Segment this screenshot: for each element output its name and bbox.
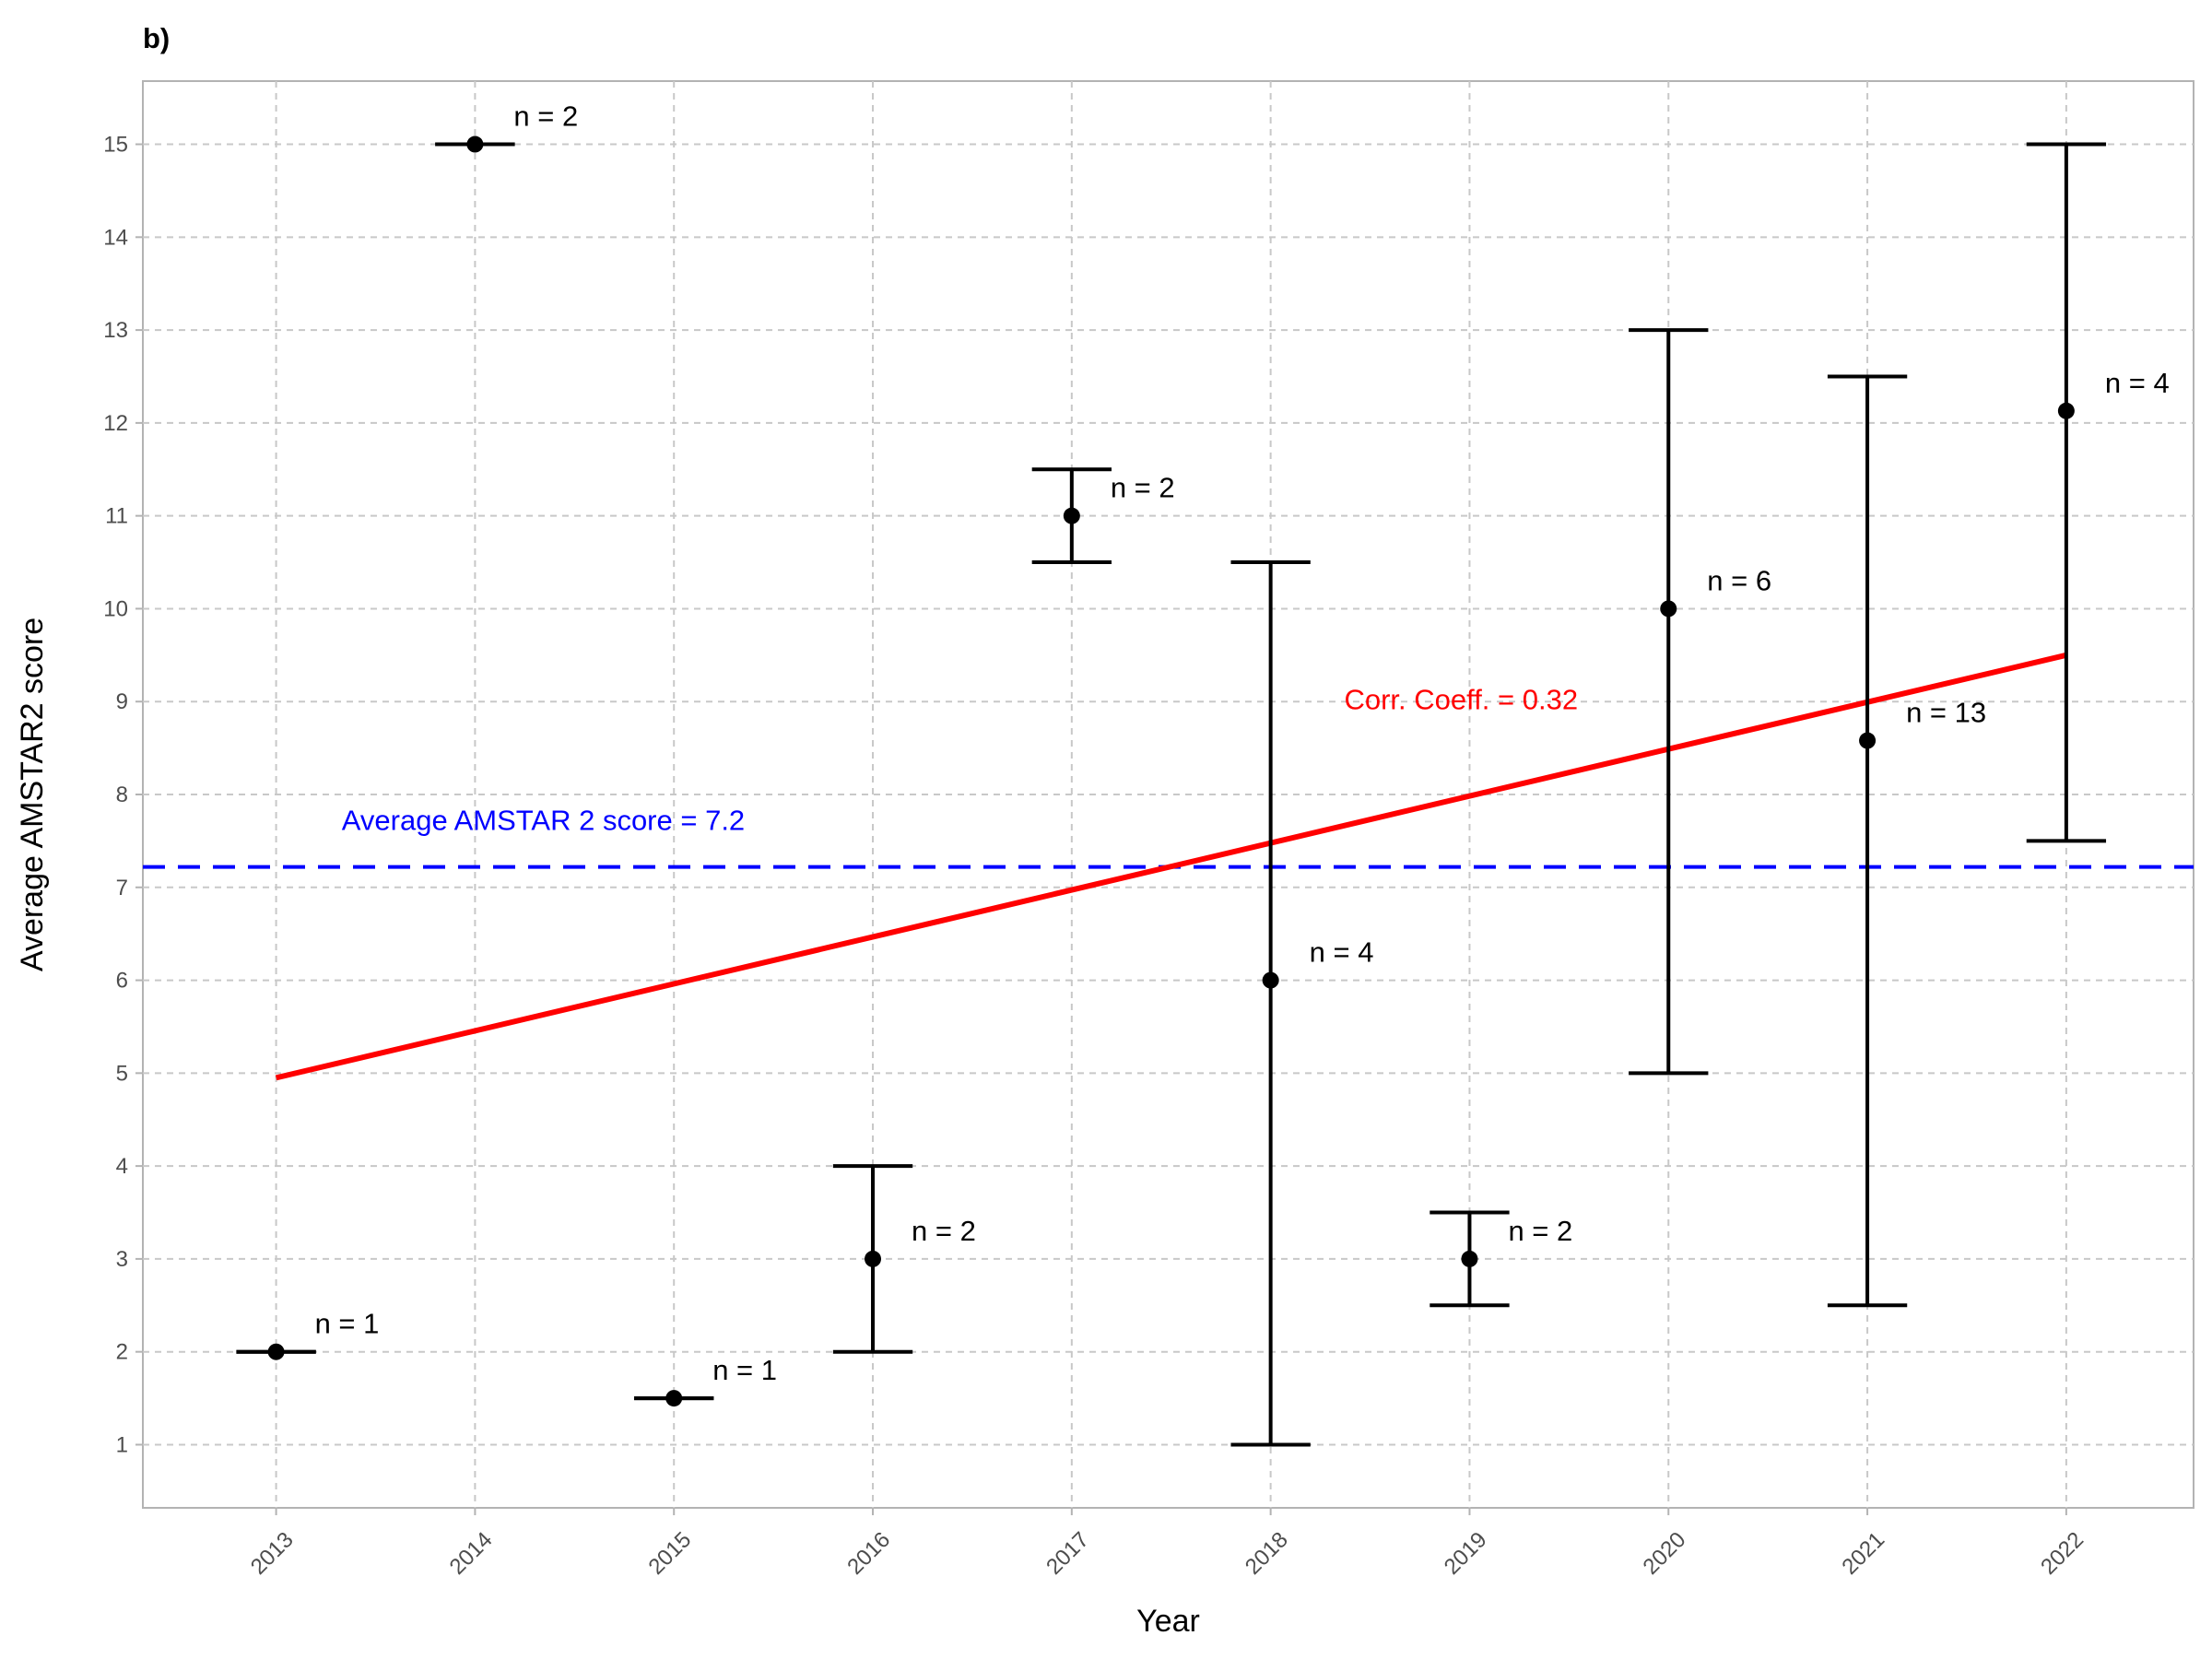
y-tick-label: 3 <box>116 1247 128 1272</box>
average-line-label: Average AMSTAR 2 score = 7.2 <box>342 805 745 837</box>
y-tick-label: 6 <box>116 969 128 994</box>
n-label: n = 1 <box>712 1354 777 1386</box>
y-tick-label: 12 <box>103 411 128 436</box>
x-axis-title: Year <box>1136 1604 1200 1639</box>
mean-point <box>2057 402 2075 419</box>
y-tick-label: 13 <box>103 318 128 343</box>
x-tick-label: 2015 <box>643 1527 696 1580</box>
y-tick-label: 4 <box>116 1154 128 1179</box>
x-tick-label: 2017 <box>1041 1527 1094 1580</box>
y-axis-title: Average AMSTAR2 score <box>15 618 50 971</box>
mean-point <box>1660 600 1677 618</box>
mean-point <box>267 1343 285 1360</box>
y-tick-label: 9 <box>116 689 128 714</box>
x-tick-label: 2014 <box>445 1527 498 1580</box>
n-label: n = 2 <box>912 1215 976 1247</box>
n-label: n = 2 <box>1111 472 1175 504</box>
mean-point <box>865 1250 882 1267</box>
n-label: n = 4 <box>1310 936 1374 969</box>
x-tick-label: 2018 <box>1241 1527 1293 1580</box>
trend-line <box>275 652 2067 1081</box>
mean-point <box>1262 971 1279 989</box>
mean-point <box>1063 507 1080 524</box>
y-tick-label: 14 <box>103 225 128 250</box>
y-tick-label: 7 <box>116 876 128 900</box>
y-tick-label: 1 <box>116 1432 128 1457</box>
mean-point <box>466 135 484 153</box>
panel-label: b) <box>143 22 170 54</box>
mean-point <box>665 1390 683 1407</box>
n-label: n = 2 <box>513 100 578 133</box>
trend-line-label: Corr. Coeff. = 0.32 <box>1344 683 1578 715</box>
x-tick-label: 2020 <box>1639 1527 1691 1580</box>
mean-point <box>1461 1250 1478 1267</box>
n-label: n = 6 <box>1707 564 1771 596</box>
x-tick-label: 2019 <box>1440 1527 1492 1580</box>
n-label: n = 4 <box>2105 367 2170 399</box>
n-label: n = 2 <box>1508 1215 1572 1247</box>
mean-point <box>1859 732 1877 749</box>
n-label: n = 13 <box>1906 697 1986 729</box>
x-tick-label: 2021 <box>1837 1527 1889 1580</box>
x-tick-label: 2016 <box>842 1527 895 1580</box>
y-tick-label: 15 <box>103 133 128 158</box>
error-bars: n = 1 n = 2 n = 1 n = 2 n = 2 n = 4 n = 2 n = 6… <box>236 100 2170 1447</box>
n-label: n = 1 <box>315 1308 380 1340</box>
x-tick-label: 2013 <box>246 1527 299 1580</box>
y-tick-label: 10 <box>103 596 128 621</box>
y-tick-label: 5 <box>116 1061 128 1086</box>
y-tick-label: 8 <box>116 782 128 807</box>
x-axis-ticks: 2013 2014 2015 2016 2017 2018 2019 2020 2021 2022 <box>246 1508 2088 1580</box>
x-tick-label: 2022 <box>2036 1527 2088 1580</box>
y-tick-label: 2 <box>116 1340 128 1365</box>
y-tick-label: 11 <box>105 504 128 529</box>
